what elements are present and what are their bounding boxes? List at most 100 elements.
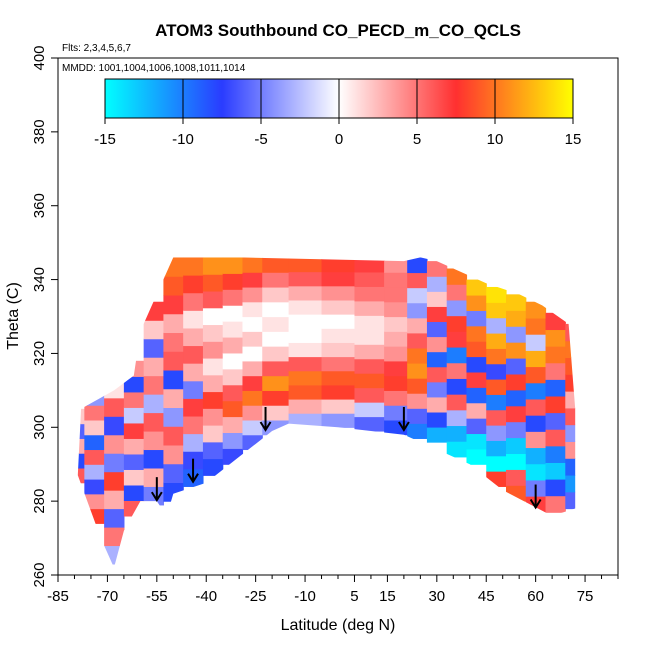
heatmap-cell [506,437,527,455]
heatmap-cell [222,400,244,418]
heatmap-cell [202,290,224,309]
heatmap-cell [183,275,204,294]
heatmap-cell [486,425,507,441]
heatmap-cell [242,257,263,273]
heatmap-cell [545,329,566,347]
heatmap-cell [565,491,576,510]
heatmap-cell [288,328,323,343]
heatmap-cell [506,373,527,391]
heatmap-cell [466,356,487,373]
heatmap-cell [426,291,448,307]
heatmap-cell [506,294,527,311]
heatmap-cell [407,378,428,394]
heatmap-cell [525,415,547,432]
heatmap-cell [407,332,428,349]
heatmap-cell [143,338,165,358]
heatmap-cell [384,405,408,421]
heatmap-cell [486,455,507,472]
heatmap-cell [242,316,263,332]
heatmap-cell [288,257,323,273]
heatmap-cell [486,348,507,365]
heatmap-cell [123,438,145,455]
heatmap-cell [545,362,566,380]
x-axis-label: Latitude (deg N) [281,617,396,634]
heatmap-cell [242,434,263,451]
x-tick-label: 75 [577,588,594,605]
heatmap-cell [321,328,356,343]
heatmap-cell [143,320,165,340]
heatmap-cell [77,438,85,454]
heatmap-cell [384,272,408,288]
heatmap-cell [384,257,408,273]
heatmap-cell [183,310,204,329]
heatmap-cell [565,340,576,359]
heatmap-cell [565,441,576,459]
heatmap-cell [84,508,105,524]
heatmap-cell [262,375,290,391]
heatmap-cell [466,387,487,404]
heatmap-cell [321,384,356,400]
heatmap-cell [384,286,408,303]
heatmap-cell [354,402,385,418]
heatmap-cell [202,441,224,460]
heatmap-cell [143,394,165,414]
heatmap-cell [384,375,408,391]
y-axis-label: Theta (C) [5,282,22,350]
heatmap-cell [262,301,290,318]
heatmap-cell [163,407,184,427]
y-tick-label: 300 [31,415,48,440]
heatmap-cell [407,347,428,364]
heatmap-cell [262,346,290,362]
heatmap-cell [565,357,576,375]
heatmap-cell [506,469,527,486]
heatmap-cell [545,478,566,497]
heatmap-cell [288,384,323,400]
heatmap-cell [384,346,408,362]
heatmap-cell [506,342,527,359]
heatmap-cell [202,307,224,326]
heatmap-cell [486,471,507,487]
heatmap-cell [506,389,527,407]
heatmap-cell [202,374,224,393]
colorbar-tick-label: -10 [172,131,194,148]
heatmap-cell [321,285,356,301]
x-tick-label: -25 [245,588,267,605]
heatmap-cell [104,434,125,454]
heatmap-cell [525,317,547,335]
heatmap-cell [104,508,125,528]
heatmap-cell [143,467,165,487]
heatmap-cell [77,453,85,469]
heatmap-cell [354,315,385,331]
heatmap-cell [163,351,184,371]
heatmap-cell [163,463,184,483]
heatmap-cell [354,271,385,287]
heatmap-cell [506,453,527,470]
heatmap-cell [143,357,165,377]
colorbar-tick-label: -5 [254,131,267,148]
heatmap-cell [486,440,507,457]
heatmap-cell [525,334,547,351]
heatmap-cell [565,458,576,476]
heatmap-cell [466,325,487,342]
y-tick-label: 260 [31,562,48,587]
heatmap-cell [288,342,323,358]
heatmap-cell [202,341,224,359]
heatmap-cell [262,272,290,288]
heatmap-cell [321,299,356,315]
heatmap-cell [426,366,448,383]
x-tick-label: 60 [527,588,544,605]
x-tick-label: -85 [47,588,69,605]
heatmap-cell [84,449,105,465]
heatmap-cell [222,352,244,370]
heatmap-cell [163,276,184,296]
heatmap-cell [321,413,356,428]
heatmap-cell [321,398,356,414]
heatmap-cell [202,357,224,376]
x-tick-label: -70 [97,588,119,605]
heatmap-cell [466,341,487,358]
heatmap-cell [354,257,385,273]
heatmap-cell [242,346,263,362]
heatmap-cell [466,418,487,435]
heatmap-cell [104,526,125,547]
x-axis: -85 -70 -55 -40 -25 -10 5 15 30 45 60 75 [47,575,619,605]
